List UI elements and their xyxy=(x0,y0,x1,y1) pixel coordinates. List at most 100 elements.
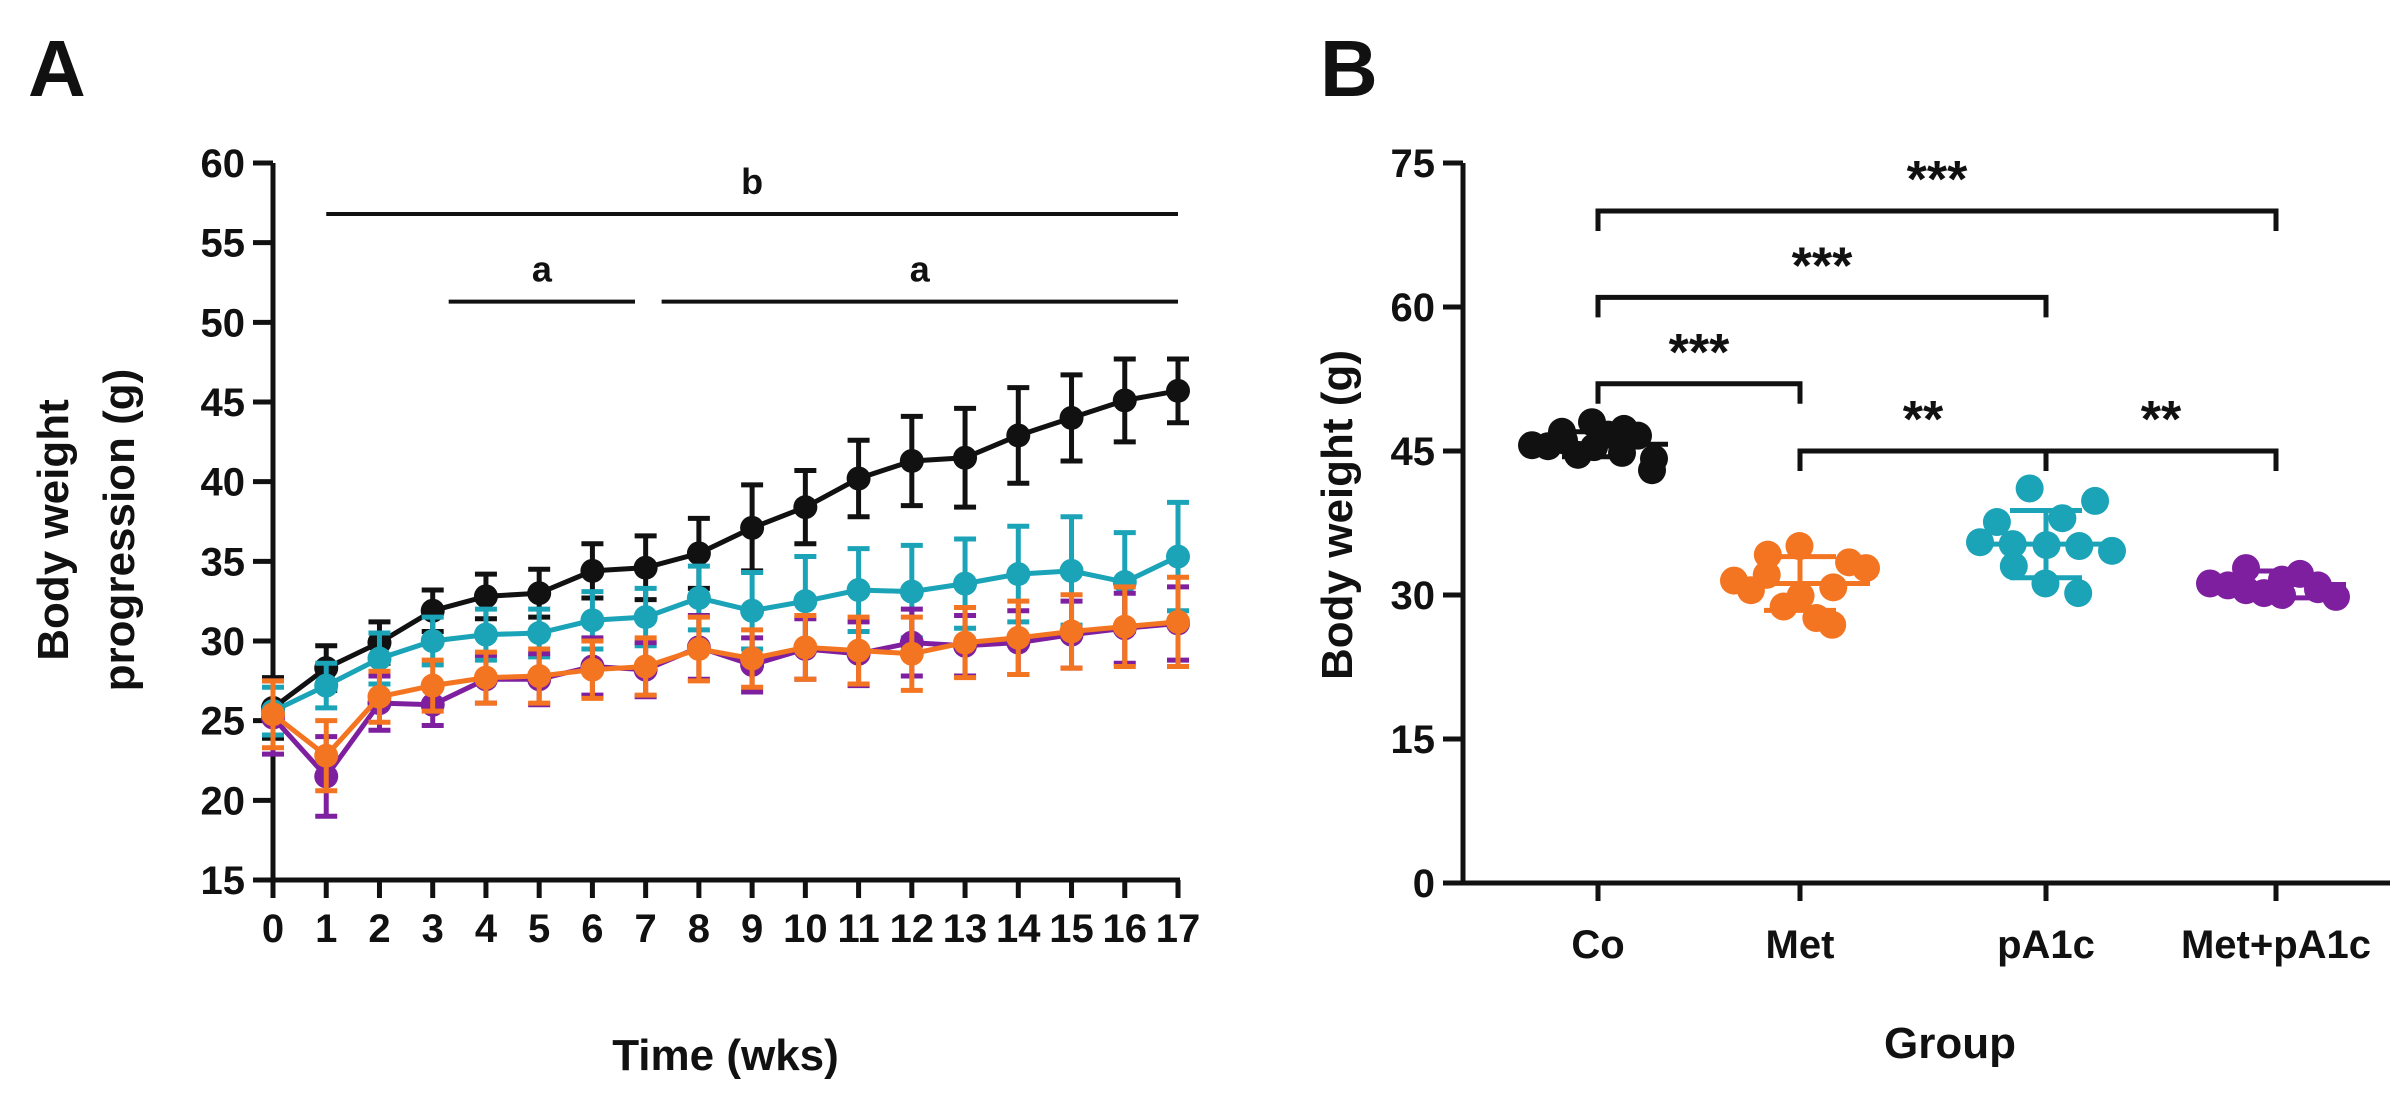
series-line xyxy=(271,388,1179,710)
x-tick-label: 17 xyxy=(1156,907,1201,951)
group-co xyxy=(1518,408,1668,485)
y-tick-label: 30 xyxy=(1391,574,1436,618)
data-point xyxy=(1059,405,1084,430)
y-tick-label: 55 xyxy=(201,222,246,266)
data-point xyxy=(473,584,498,609)
y-tick-label: 25 xyxy=(201,700,246,744)
y-tick-label: 60 xyxy=(1391,286,1436,330)
data-point xyxy=(633,555,658,580)
x-tick-label: Met+pA1c xyxy=(2181,923,2371,967)
data-point xyxy=(1785,532,1814,561)
data-point xyxy=(899,641,924,666)
x-tick-label: 7 xyxy=(635,907,657,951)
data-point xyxy=(367,684,392,709)
data-point xyxy=(740,598,765,623)
group-met-pa1c xyxy=(2196,554,2350,611)
x-tick-label: 9 xyxy=(741,907,763,951)
data-point xyxy=(793,495,818,520)
x-tick-label: 2 xyxy=(368,907,390,951)
data-point xyxy=(953,571,978,596)
data-point xyxy=(1166,609,1190,634)
data-point xyxy=(473,665,498,690)
significance-bracket xyxy=(1595,208,2279,231)
y-tick-label: 35 xyxy=(201,540,246,584)
significance-label: *** xyxy=(1669,324,1730,382)
data-point xyxy=(1818,610,1847,639)
x-tick-label: 16 xyxy=(1103,907,1148,951)
data-point xyxy=(846,466,871,491)
y-tick-label: 40 xyxy=(201,461,246,505)
data-point xyxy=(1166,544,1190,569)
data-point xyxy=(2098,536,2126,565)
y-axis-title: Body weight progression (g) xyxy=(29,369,144,692)
y-tick-label: 50 xyxy=(201,301,246,345)
significance-label: *** xyxy=(1792,237,1853,295)
data-point xyxy=(633,654,658,679)
data-point xyxy=(473,622,498,647)
data-point xyxy=(314,673,339,698)
data-point xyxy=(527,621,552,646)
data-point xyxy=(1006,562,1031,587)
x-tick-label: 0 xyxy=(262,907,284,951)
group-pa1c xyxy=(1966,474,2126,608)
data-point xyxy=(740,515,765,540)
data-point xyxy=(686,636,711,661)
data-point xyxy=(2232,554,2260,583)
x-tick-label: 6 xyxy=(581,907,603,951)
data-point xyxy=(686,585,711,610)
data-point xyxy=(899,448,924,473)
data-point xyxy=(1638,456,1666,485)
data-point xyxy=(2081,486,2110,515)
x-tick-label: 13 xyxy=(943,907,988,951)
group-met xyxy=(1720,532,1880,639)
significance-bracket xyxy=(1797,448,2049,471)
data-point xyxy=(740,646,765,671)
y-tick-label: 45 xyxy=(1391,430,1436,474)
data-point xyxy=(1059,619,1084,644)
significance-bracket xyxy=(1595,294,2049,318)
data-point xyxy=(314,743,339,768)
data-point xyxy=(1166,378,1190,403)
x-tick-label: 5 xyxy=(528,907,550,951)
panel-label-b: B xyxy=(1320,24,1378,113)
x-tick-label: 12 xyxy=(890,907,935,951)
data-point xyxy=(420,629,445,653)
significance-bracket xyxy=(1595,381,1803,404)
y-tick-label: 0 xyxy=(1413,862,1435,906)
y-tick-label: 75 xyxy=(1391,142,1436,186)
series-co xyxy=(261,356,1190,741)
y-tick-label: 20 xyxy=(201,779,246,823)
data-point xyxy=(527,581,552,606)
data-point xyxy=(420,673,445,698)
x-tick-label: 8 xyxy=(688,907,710,951)
x-tick-label: 11 xyxy=(837,907,879,951)
series-line xyxy=(271,619,1179,760)
data-point xyxy=(899,579,924,604)
y-tick-label: 60 xyxy=(201,142,246,186)
x-tick-label: 1 xyxy=(315,907,337,951)
x-tick-label: Met xyxy=(1766,923,1835,967)
data-point xyxy=(1006,423,1031,448)
data-point xyxy=(793,589,818,614)
series-met xyxy=(261,574,1190,794)
y-tick-label: 15 xyxy=(201,859,246,903)
y-axis-title-line-1: Body weight xyxy=(29,399,78,661)
data-point xyxy=(2015,474,2044,503)
x-tick-label: 3 xyxy=(422,907,444,951)
data-point xyxy=(953,445,978,470)
data-point xyxy=(2064,579,2093,608)
data-point xyxy=(580,558,605,583)
significance-label: ** xyxy=(1903,391,1944,449)
y-tick-label: 45 xyxy=(201,381,246,425)
x-tick-label: 15 xyxy=(1049,907,1094,951)
significance-label: b xyxy=(741,161,763,202)
significance-label: a xyxy=(532,249,553,290)
y-tick-label: 15 xyxy=(1391,718,1436,762)
data-point xyxy=(580,608,605,633)
data-point xyxy=(1112,614,1137,639)
data-point xyxy=(1006,625,1031,650)
significance-bracket xyxy=(2043,448,2279,471)
y-axis-title: Body weight (g) xyxy=(1313,350,1362,680)
data-point xyxy=(1819,573,1848,602)
